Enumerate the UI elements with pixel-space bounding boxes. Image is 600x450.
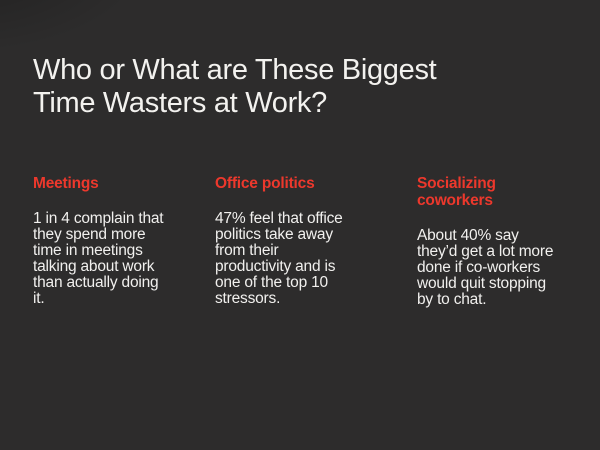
column-heading-socializing-coworkers: Socializing coworkers — [417, 175, 496, 209]
column-meetings: Meetings 1 in 4 complain that they spend… — [33, 175, 201, 307]
column-office-politics: Office politics 47% feel that office pol… — [215, 175, 377, 307]
column-heading-office-politics: Office politics — [215, 175, 315, 192]
column-body-meetings: 1 in 4 complain that they spend more tim… — [33, 210, 164, 307]
column-socializing-coworkers: Socializing coworkers About 40% say they… — [417, 175, 585, 308]
column-body-socializing-coworkers: About 40% say they’d get a lot more done… — [417, 227, 554, 308]
slide-title: Who or What are These Biggest Time Waste… — [33, 54, 437, 119]
column-body-office-politics: 47% feel that office politics take away … — [215, 210, 343, 307]
column-heading-meetings: Meetings — [33, 175, 99, 192]
